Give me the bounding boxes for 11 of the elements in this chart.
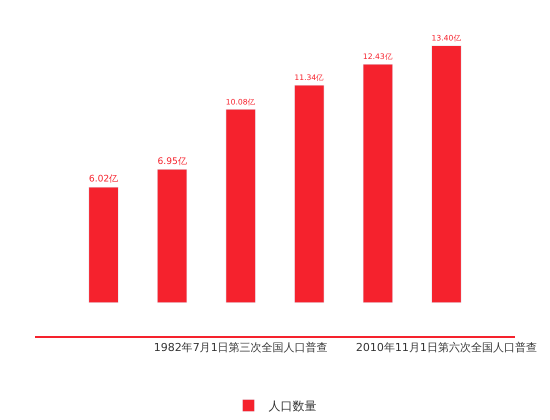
bar bbox=[294, 84, 324, 303]
legend-label: 人口数量 bbox=[268, 399, 316, 414]
bar bbox=[88, 186, 119, 303]
x-tick-label: 1982年7月1日第三次全国人口普查 bbox=[154, 341, 328, 354]
bar bbox=[431, 45, 462, 303]
data-label: 6.95亿 bbox=[157, 156, 187, 167]
bar bbox=[362, 64, 393, 303]
x-tick-label: 2010年11月1日第六次全国人口普查 bbox=[356, 341, 537, 354]
data-label: 6.02亿 bbox=[88, 174, 118, 185]
bar bbox=[157, 169, 188, 303]
bar bbox=[226, 109, 256, 303]
